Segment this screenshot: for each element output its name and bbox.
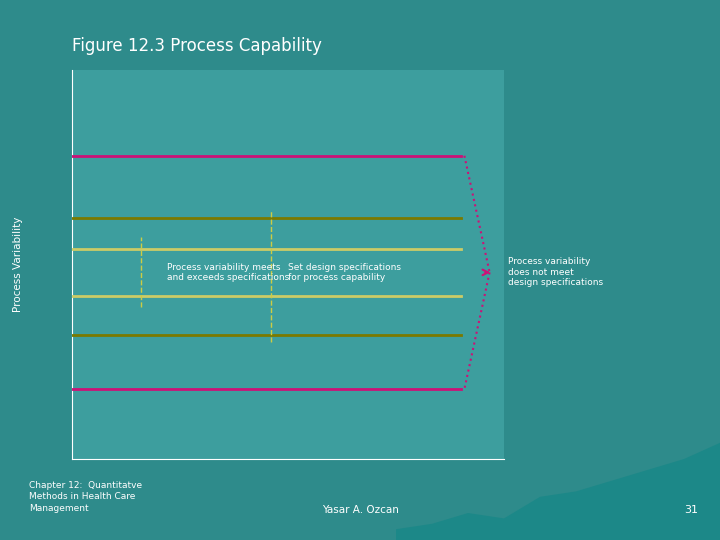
Polygon shape — [396, 443, 720, 540]
Text: Chapter 12:  Quantitatve
Methods in Health Care
Management: Chapter 12: Quantitatve Methods in Healt… — [29, 481, 142, 513]
Text: 31: 31 — [685, 505, 698, 515]
Text: Process variability meets
and exceeds specifications: Process variability meets and exceeds sp… — [167, 262, 289, 282]
Text: Yasar A. Ozcan: Yasar A. Ozcan — [322, 505, 398, 515]
Text: Set design specifications
for process capability: Set design specifications for process ca… — [288, 262, 401, 282]
Text: Process Variability: Process Variability — [13, 217, 23, 312]
Text: Figure 12.3 Process Capability: Figure 12.3 Process Capability — [72, 37, 322, 55]
Text: Process variability
does not meet
design specifications: Process variability does not meet design… — [508, 258, 603, 287]
